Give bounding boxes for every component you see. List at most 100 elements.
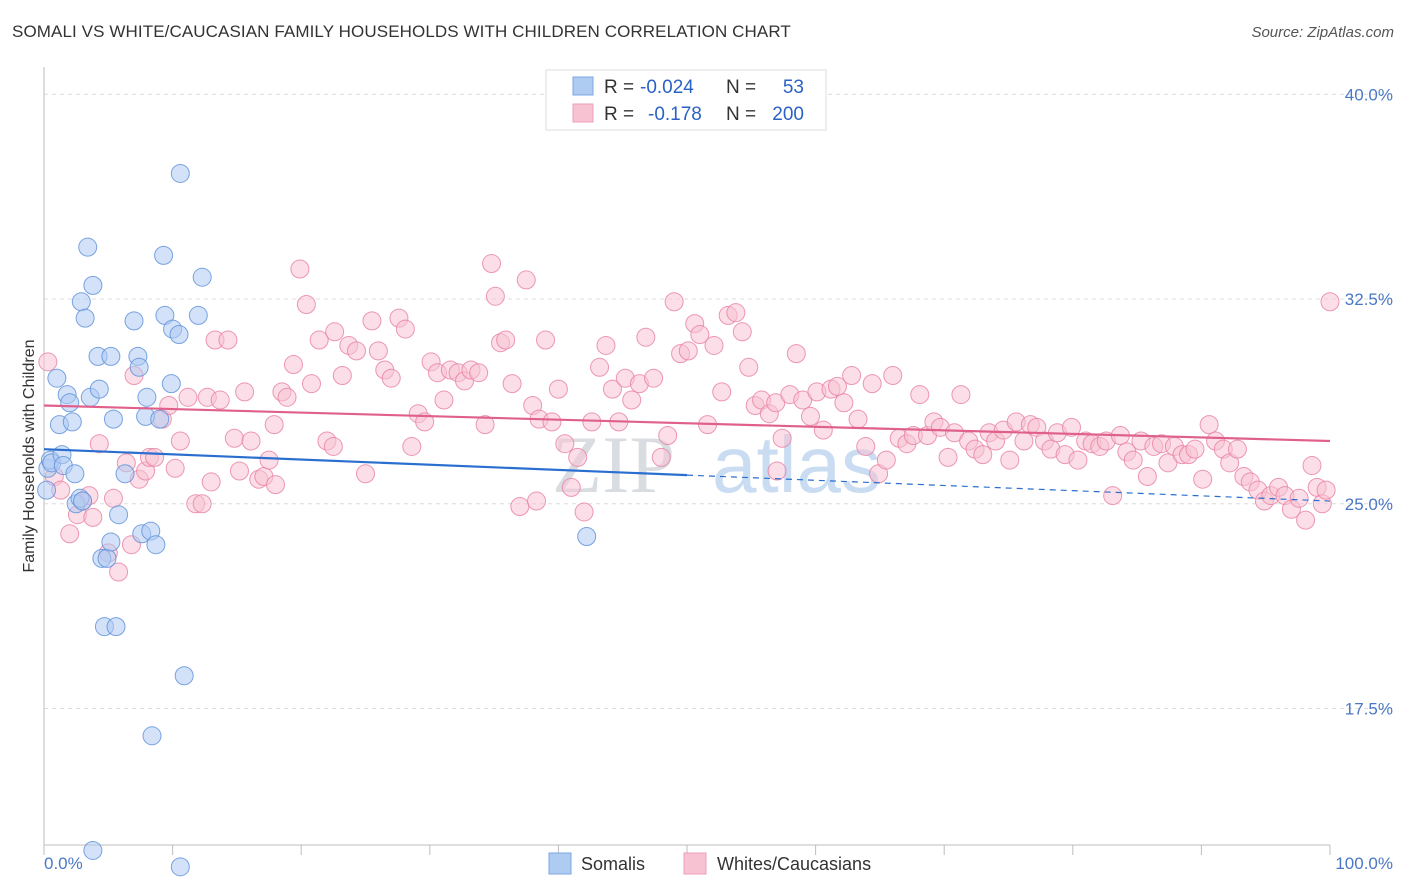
somali-point-41 (154, 245, 174, 265)
white-point-198 (527, 491, 547, 511)
x-tick-label-max: 100.0% (1335, 854, 1393, 873)
trend-lines (43, 404, 1331, 502)
somali-point-29 (109, 505, 129, 525)
y-tick-label-0: 40.0% (1345, 85, 1393, 104)
white-point-179 (1227, 439, 1247, 459)
somali-point-24 (97, 548, 117, 568)
white-point-42 (296, 294, 316, 314)
white-point-54 (381, 368, 401, 388)
white-point-46 (325, 322, 345, 342)
legend-swatch-somali (572, 76, 594, 96)
white-point-86 (590, 357, 610, 377)
somali-point-19 (83, 275, 103, 295)
white-point-174 (1193, 469, 1213, 489)
legend-n-label-somali: N = (726, 77, 756, 98)
white-point-197 (323, 436, 343, 456)
white-point-97 (664, 292, 684, 312)
white-point-164 (1123, 450, 1143, 470)
white-point-95 (651, 447, 671, 467)
somali-point-0 (37, 480, 57, 500)
white-point-137 (938, 447, 958, 467)
white-point-18 (145, 447, 165, 467)
somali-point-38 (142, 726, 162, 746)
white-point-195 (201, 472, 221, 492)
legend-n-value-white: 200 (772, 104, 804, 125)
white-point-56 (395, 319, 415, 339)
somali-point-49 (188, 305, 208, 325)
white-point-30 (224, 428, 244, 448)
white-point-3 (60, 524, 80, 544)
legend-n-label-white: N = (726, 104, 756, 125)
white-point-199 (767, 461, 787, 481)
white-point-11 (109, 562, 129, 582)
white-point-36 (259, 450, 279, 470)
somali-point-21 (89, 379, 109, 399)
stats-legend: R = -0.024 N = 53 R = -0.178 N = 200 (545, 69, 827, 131)
y-tick-label-2: 25.0% (1345, 495, 1393, 514)
somali-point-25 (101, 532, 121, 552)
white-point-0 (38, 352, 58, 372)
somali-point-17 (78, 237, 98, 257)
legend-swatch-white (572, 103, 594, 123)
white-point-99 (678, 341, 698, 361)
white-point-169 (1158, 453, 1178, 473)
white-point-91 (622, 390, 642, 410)
white-point-39 (277, 387, 297, 407)
somali-point-47 (83, 840, 103, 860)
bottom-legend-label-white: Whites/Caucasians (717, 854, 871, 874)
white-point-122 (834, 393, 854, 413)
white-point-173 (1185, 439, 1205, 459)
white-point-41 (290, 259, 310, 279)
somali-point-40 (150, 409, 170, 429)
white-point-72 (496, 330, 516, 350)
somali-point-51 (577, 527, 597, 547)
legend-r-label-somali: R = (604, 77, 634, 98)
white-point-193 (1316, 480, 1336, 500)
white-point-79 (542, 412, 562, 432)
white-point-125 (856, 436, 876, 456)
somali-point-4 (47, 368, 67, 388)
white-point-69 (482, 254, 502, 274)
white-point-113 (772, 428, 792, 448)
white-point-138 (944, 423, 964, 443)
white-point-161 (1103, 486, 1123, 506)
legend-r-value-somali: -0.024 (640, 77, 694, 98)
white-point-87 (596, 335, 616, 355)
white-point-175 (1199, 415, 1219, 435)
white-point-133 (910, 385, 930, 405)
white-point-146 (1000, 450, 1020, 470)
white-point-47 (332, 365, 352, 385)
white-point-139 (951, 385, 971, 405)
white-point-115 (786, 344, 806, 364)
white-point-40 (283, 355, 303, 375)
white-point-116 (793, 390, 813, 410)
somali-point-14 (73, 491, 93, 511)
white-point-107 (732, 322, 752, 342)
white-point-103 (704, 335, 724, 355)
white-point-67 (469, 363, 489, 383)
somali-trend-line-extension (686, 474, 1331, 502)
white-point-142 (973, 445, 993, 465)
white-point-128 (876, 450, 896, 470)
white-point-10 (103, 488, 123, 508)
legend-r-value-white: -0.178 (648, 104, 702, 125)
white-point-7 (83, 507, 103, 527)
white-point-32 (235, 382, 255, 402)
somali-point-10 (62, 412, 82, 432)
white-point-84 (574, 502, 594, 522)
somali-point-15 (71, 292, 91, 312)
white-point-51 (362, 311, 382, 331)
white-point-49 (346, 341, 366, 361)
white-point-70 (485, 286, 505, 306)
white-point-21 (165, 458, 185, 478)
y-tick-label-1: 32.5% (1345, 290, 1393, 309)
white-point-23 (178, 387, 198, 407)
somali-point-36 (137, 387, 157, 407)
somali-point-50 (192, 267, 212, 287)
white-point-104 (712, 382, 732, 402)
white-point-124 (848, 409, 868, 429)
white-point-75 (516, 270, 536, 290)
somali-point-11 (65, 464, 85, 484)
white-point-33 (241, 431, 261, 451)
